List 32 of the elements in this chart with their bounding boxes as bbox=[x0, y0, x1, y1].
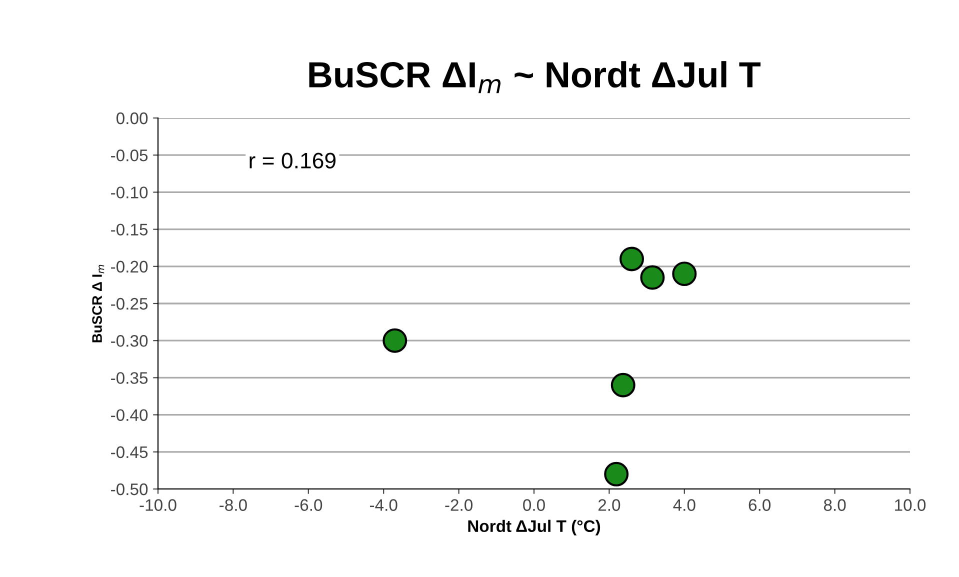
y-tick-label: -0.25 bbox=[111, 298, 148, 310]
point bbox=[604, 462, 629, 486]
point bbox=[382, 328, 408, 353]
point bbox=[620, 246, 644, 272]
y-tick-label: -0.40 bbox=[111, 409, 148, 422]
point bbox=[672, 262, 697, 286]
x-tick-label: 10.0 bbox=[895, 499, 926, 511]
y-tick-label: -0.45 bbox=[111, 446, 148, 458]
y-tick-label: -0.05 bbox=[111, 150, 148, 162]
y-axis-title: BuSCR Δ I$_{m}$ bbox=[92, 264, 104, 342]
x-axis-title: Nordt ΔJul T (°C) bbox=[468, 520, 600, 536]
x-tick-label: 2.0 bbox=[598, 499, 620, 511]
x-tick-label: 0.0 bbox=[523, 499, 545, 511]
x-tick-label: -8.0 bbox=[220, 499, 247, 511]
y-tick-label: -0.50 bbox=[111, 483, 148, 496]
chart-title: BuSCR ΔI$_{m}$ ~ Nordt ΔJul T bbox=[309, 61, 761, 94]
x-tick-label: 4.0 bbox=[673, 499, 696, 511]
x-tick-label: -4.0 bbox=[370, 499, 398, 511]
y-tick-label: -0.35 bbox=[111, 372, 148, 384]
y-tick-label: -0.30 bbox=[111, 335, 148, 347]
y-tick-label: -0.10 bbox=[111, 186, 148, 198]
x-tick-label: -6.0 bbox=[294, 499, 322, 511]
y-tick-label: -0.20 bbox=[111, 260, 148, 273]
x-tick-label: 6.0 bbox=[748, 499, 771, 511]
x-tick-label: -10.0 bbox=[140, 499, 176, 511]
x-tick-label: 8.0 bbox=[824, 499, 846, 511]
y-tick-label: 0.00 bbox=[116, 112, 148, 124]
annotation: r = 0.169 bbox=[250, 152, 336, 168]
x-tick-label: -2.0 bbox=[445, 499, 473, 511]
point bbox=[610, 372, 636, 398]
point bbox=[640, 265, 665, 290]
y-tick-label: -0.15 bbox=[111, 224, 148, 236]
